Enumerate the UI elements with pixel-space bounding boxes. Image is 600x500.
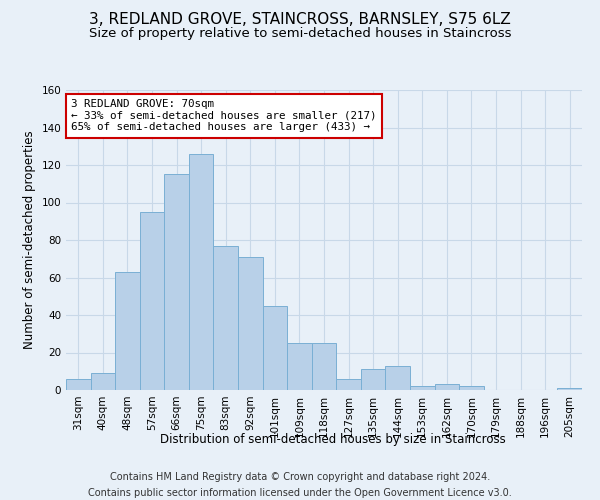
Bar bbox=[189, 154, 214, 390]
Bar bbox=[312, 343, 336, 390]
Bar bbox=[287, 343, 312, 390]
Text: 3 REDLAND GROVE: 70sqm
← 33% of semi-detached houses are smaller (217)
65% of se: 3 REDLAND GROVE: 70sqm ← 33% of semi-det… bbox=[71, 99, 377, 132]
Text: 3, REDLAND GROVE, STAINCROSS, BARNSLEY, S75 6LZ: 3, REDLAND GROVE, STAINCROSS, BARNSLEY, … bbox=[89, 12, 511, 28]
Text: Distribution of semi-detached houses by size in Staincross: Distribution of semi-detached houses by … bbox=[160, 432, 506, 446]
Bar bbox=[238, 257, 263, 390]
Bar bbox=[140, 212, 164, 390]
Bar bbox=[336, 379, 361, 390]
Text: Contains HM Land Registry data © Crown copyright and database right 2024.: Contains HM Land Registry data © Crown c… bbox=[110, 472, 490, 482]
Bar bbox=[557, 388, 582, 390]
Bar bbox=[459, 386, 484, 390]
Text: Size of property relative to semi-detached houses in Staincross: Size of property relative to semi-detach… bbox=[89, 28, 511, 40]
Bar bbox=[91, 373, 115, 390]
Bar bbox=[115, 272, 140, 390]
Y-axis label: Number of semi-detached properties: Number of semi-detached properties bbox=[23, 130, 36, 350]
Bar bbox=[164, 174, 189, 390]
Bar bbox=[66, 379, 91, 390]
Bar bbox=[410, 386, 434, 390]
Text: Contains public sector information licensed under the Open Government Licence v3: Contains public sector information licen… bbox=[88, 488, 512, 498]
Bar bbox=[361, 370, 385, 390]
Bar bbox=[385, 366, 410, 390]
Bar bbox=[263, 306, 287, 390]
Bar bbox=[434, 384, 459, 390]
Bar bbox=[214, 246, 238, 390]
